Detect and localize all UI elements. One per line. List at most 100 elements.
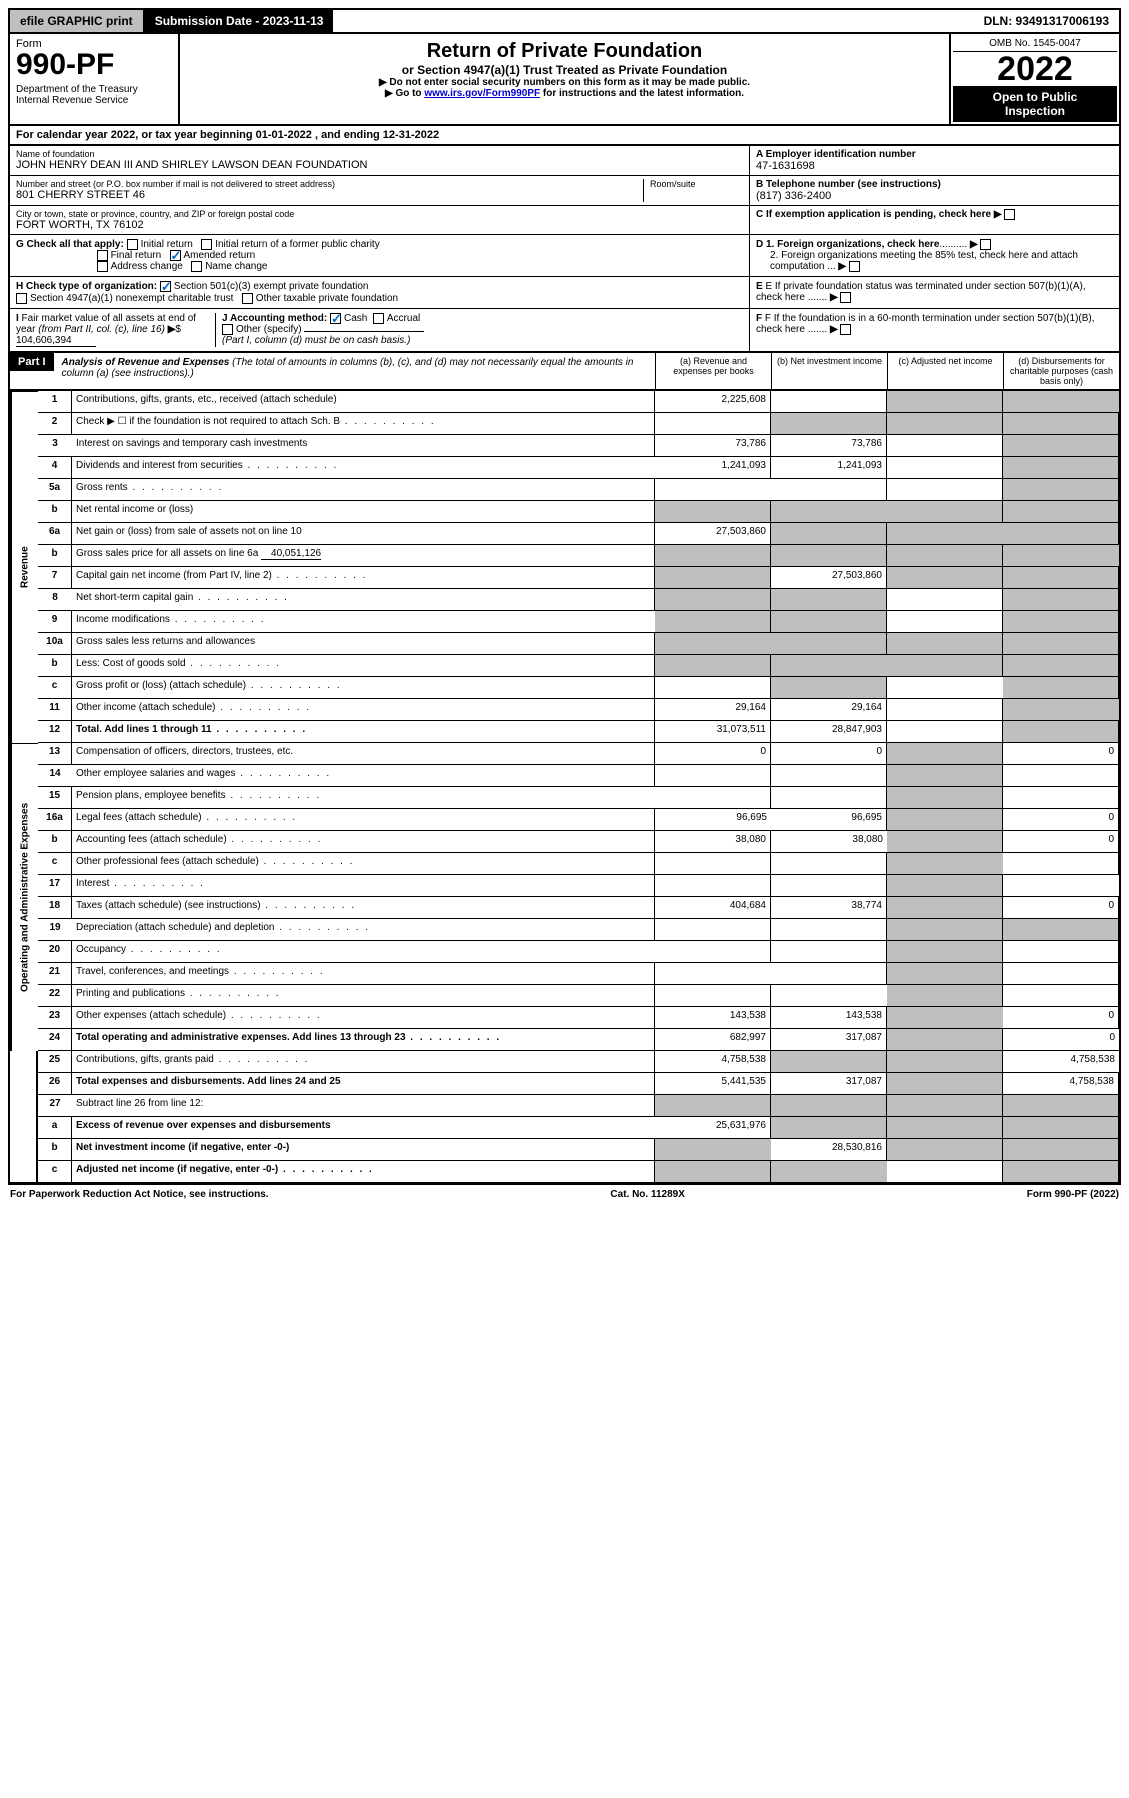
cell-11-d bbox=[1003, 699, 1119, 721]
line-18: 18 bbox=[38, 897, 72, 919]
top-bar: efile GRAPHIC print Submission Date - 20… bbox=[8, 8, 1121, 34]
desc-13: Compensation of officers, directors, tru… bbox=[72, 743, 655, 765]
col-c-header: (c) Adjusted net income bbox=[887, 353, 1003, 389]
e-checkbox[interactable] bbox=[840, 292, 851, 303]
cell-13-a: 0 bbox=[655, 743, 771, 765]
form-instructions-link[interactable]: www.irs.gov/Form990PF bbox=[424, 88, 540, 99]
footer-left: For Paperwork Reduction Act Notice, see … bbox=[10, 1189, 269, 1200]
accrual-checkbox[interactable] bbox=[373, 313, 384, 324]
cell-27-d bbox=[1003, 1095, 1119, 1117]
cell-5a-c bbox=[887, 479, 1003, 501]
part1-title: Analysis of Revenue and Expenses bbox=[62, 357, 230, 368]
cell-b-c bbox=[887, 501, 1003, 523]
cell-b-a bbox=[655, 545, 771, 567]
cell-4-c bbox=[887, 457, 1003, 479]
cell-13-d: 0 bbox=[1003, 743, 1119, 765]
cell-1-b bbox=[771, 391, 887, 413]
calendar-year-line: For calendar year 2022, or tax year begi… bbox=[8, 126, 1121, 146]
501c3-checkbox[interactable] bbox=[160, 281, 171, 292]
cell-10a-a bbox=[655, 633, 771, 655]
cell-23-b: 143,538 bbox=[771, 1007, 887, 1029]
line-27: 27 bbox=[38, 1095, 72, 1117]
exemption-checkbox[interactable] bbox=[1004, 209, 1015, 220]
name-change-checkbox[interactable] bbox=[191, 261, 202, 272]
form-header: Form 990-PF Department of the Treasury I… bbox=[8, 34, 1121, 126]
initial-former-checkbox[interactable] bbox=[201, 239, 212, 250]
form-title-block: Return of Private Foundation or Section … bbox=[180, 34, 949, 124]
cell-c-d bbox=[1003, 853, 1119, 875]
line-3: 3 bbox=[38, 435, 72, 457]
dept-label: Department of the Treasury Internal Reve… bbox=[16, 84, 172, 106]
other-method-checkbox[interactable] bbox=[222, 324, 233, 335]
other-taxable-checkbox[interactable] bbox=[242, 293, 253, 304]
cell-16a-b: 96,695 bbox=[771, 809, 887, 831]
f-checkbox[interactable] bbox=[840, 324, 851, 335]
line-21: 21 bbox=[38, 963, 72, 985]
d1-checkbox[interactable] bbox=[980, 239, 991, 250]
cell-9-b bbox=[771, 611, 887, 633]
amended-return-checkbox[interactable] bbox=[170, 250, 181, 261]
cell-b-a: 38,080 bbox=[655, 831, 771, 853]
efile-print-button[interactable]: efile GRAPHIC print bbox=[10, 10, 145, 32]
d-checks: D 1. Foreign organizations, check here..… bbox=[749, 235, 1119, 277]
cell-10a-c bbox=[887, 633, 1003, 655]
ein-label: A Employer identification number bbox=[756, 149, 1113, 160]
cell-b-a bbox=[655, 1139, 771, 1161]
cell-5a-b bbox=[771, 479, 887, 501]
h1-label: Section 501(c)(3) exempt private foundat… bbox=[174, 282, 369, 293]
cell-c-a bbox=[655, 1161, 771, 1183]
line-b: b bbox=[38, 831, 72, 853]
initial-return-checkbox[interactable] bbox=[127, 239, 138, 250]
cell-2-d bbox=[1003, 413, 1119, 435]
cell-20-c bbox=[887, 941, 1003, 963]
city-value: FORT WORTH, TX 76102 bbox=[16, 219, 743, 231]
submission-date: Submission Date - 2023-11-13 bbox=[145, 10, 334, 32]
amended-label: Amended return bbox=[184, 250, 256, 261]
desc-3: Interest on savings and temporary cash i… bbox=[72, 435, 655, 457]
cell-c-d bbox=[1003, 677, 1119, 699]
line-26: 26 bbox=[38, 1073, 72, 1095]
cell-20-d bbox=[1003, 941, 1119, 963]
address-change-checkbox[interactable] bbox=[97, 261, 108, 272]
cell-1-d bbox=[1003, 391, 1119, 413]
name-label: Name of foundation bbox=[16, 149, 743, 159]
line-5a: 5a bbox=[38, 479, 72, 501]
cell-3-c bbox=[887, 435, 1003, 457]
cash-checkbox[interactable] bbox=[330, 313, 341, 324]
cell-24-c bbox=[887, 1029, 1003, 1051]
4947a1-checkbox[interactable] bbox=[16, 293, 27, 304]
cell-a-a: 25,631,976 bbox=[655, 1117, 771, 1139]
cell-12-d bbox=[1003, 721, 1119, 743]
cell-24-d: 0 bbox=[1003, 1029, 1119, 1051]
cell-21-c bbox=[887, 963, 1003, 985]
cell-19-a bbox=[655, 919, 771, 941]
cell-15-c bbox=[887, 787, 1003, 809]
desc-6a: Net gain or (loss) from sale of assets n… bbox=[72, 523, 655, 545]
desc-7: Capital gain net income (from Part IV, l… bbox=[72, 567, 655, 589]
cell-19-d bbox=[1003, 919, 1119, 941]
cell-20-b bbox=[771, 941, 887, 963]
cell-b-b: 38,080 bbox=[771, 831, 887, 853]
address-label: Number and street (or P.O. box number if… bbox=[16, 179, 643, 189]
d2-checkbox[interactable] bbox=[849, 261, 860, 272]
cell-3-d bbox=[1003, 435, 1119, 457]
address-cell: Number and street (or P.O. box number if… bbox=[10, 176, 749, 206]
line-25: 25 bbox=[38, 1051, 72, 1073]
cell-7-d bbox=[1003, 567, 1119, 589]
cell-14-b bbox=[771, 765, 887, 787]
cell-27-a bbox=[655, 1095, 771, 1117]
final-return-checkbox[interactable] bbox=[97, 250, 108, 261]
desc-19: Depreciation (attach schedule) and deple… bbox=[72, 919, 655, 941]
line-22: 22 bbox=[38, 985, 72, 1007]
cell-24-b: 317,087 bbox=[771, 1029, 887, 1051]
desc-27: Subtract line 26 from line 12: bbox=[72, 1095, 655, 1117]
cell-7-c bbox=[887, 567, 1003, 589]
accrual-label: Accrual bbox=[387, 313, 420, 324]
h2-label: Section 4947(a)(1) nonexempt charitable … bbox=[30, 293, 233, 304]
j-note: (Part I, column (d) must be on cash basi… bbox=[222, 335, 410, 346]
desc-5a: Gross rents bbox=[72, 479, 655, 501]
line-7: 7 bbox=[38, 567, 72, 589]
check-section-g: G Check all that apply: Initial return I… bbox=[8, 235, 1121, 277]
line-6a: 6a bbox=[38, 523, 72, 545]
cell-15-a bbox=[655, 787, 771, 809]
